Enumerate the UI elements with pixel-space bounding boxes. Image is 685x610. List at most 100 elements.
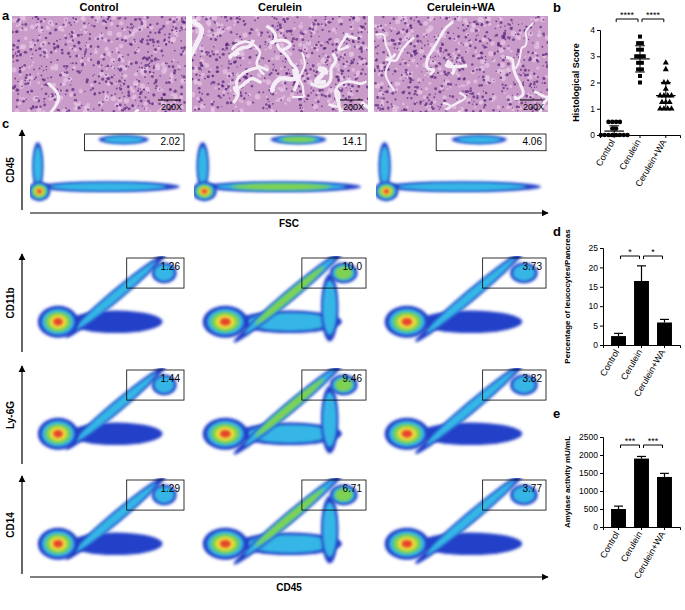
histology-texture bbox=[496, 24, 499, 27]
histology-texture bbox=[271, 25, 274, 28]
histology-texture bbox=[474, 38, 478, 42]
histology-texture bbox=[120, 85, 121, 86]
histology-texture bbox=[330, 98, 332, 100]
histology-texture bbox=[196, 97, 200, 101]
histology-texture bbox=[471, 69, 476, 74]
histology-texture bbox=[307, 98, 309, 100]
histology-texture bbox=[73, 93, 76, 96]
histology-texture bbox=[536, 55, 538, 57]
histology-texture bbox=[61, 49, 64, 52]
histology-texture bbox=[239, 35, 241, 37]
histology-texture bbox=[518, 106, 522, 110]
histology-texture bbox=[352, 40, 355, 43]
histology-texture bbox=[125, 106, 128, 109]
histology-texture bbox=[484, 63, 489, 68]
histology-texture bbox=[284, 66, 286, 68]
histology-texture bbox=[32, 39, 34, 41]
histology-texture bbox=[165, 44, 167, 46]
histology-texture bbox=[130, 23, 132, 25]
histology-texture bbox=[497, 68, 502, 73]
histology-texture bbox=[162, 55, 164, 57]
histology-texture bbox=[292, 67, 293, 68]
histology-texture bbox=[147, 51, 149, 53]
histology-texture bbox=[128, 66, 129, 67]
histology-texture bbox=[42, 78, 44, 80]
histology-texture bbox=[19, 54, 22, 57]
histology-texture bbox=[268, 101, 269, 102]
histology-texture bbox=[177, 19, 180, 22]
histology-texture bbox=[466, 98, 471, 103]
histology-texture bbox=[540, 17, 545, 22]
histology-texture bbox=[310, 23, 315, 28]
histology-texture bbox=[82, 24, 87, 29]
histology-texture bbox=[53, 46, 56, 49]
histology-texture bbox=[139, 18, 141, 20]
histology-texture bbox=[476, 103, 478, 105]
histology-texture bbox=[382, 97, 385, 100]
histology-texture bbox=[168, 81, 171, 84]
histology-texture bbox=[91, 84, 94, 87]
histology-texture bbox=[352, 16, 355, 19]
histology-texture bbox=[230, 101, 233, 104]
histology-texture bbox=[491, 78, 496, 83]
histology-texture bbox=[356, 70, 361, 75]
histology-texture bbox=[161, 97, 163, 99]
histology-texture bbox=[32, 61, 34, 63]
histology-texture bbox=[367, 31, 368, 32]
histology-texture bbox=[81, 17, 86, 22]
histology-texture bbox=[232, 75, 234, 77]
histology-texture bbox=[228, 61, 230, 63]
histology-texture bbox=[137, 71, 138, 72]
histology-texture bbox=[497, 105, 501, 109]
histology-texture bbox=[48, 42, 50, 44]
histology-texture bbox=[317, 100, 320, 103]
histology-texture bbox=[21, 27, 23, 29]
histology-texture bbox=[15, 109, 20, 112]
histology-texture bbox=[46, 66, 48, 68]
histology-texture bbox=[34, 79, 36, 81]
histology-texture bbox=[155, 63, 160, 68]
histology-texture bbox=[127, 94, 130, 97]
histology-texture bbox=[127, 26, 129, 28]
histology-texture bbox=[374, 24, 378, 28]
histology-texture bbox=[53, 43, 56, 46]
histology-texture bbox=[410, 29, 414, 33]
histology-texture bbox=[144, 64, 147, 67]
histology-texture bbox=[216, 22, 219, 25]
histology-texture bbox=[313, 70, 315, 72]
histology-texture bbox=[161, 62, 166, 67]
histology-texture bbox=[39, 48, 42, 51]
histology-texture bbox=[110, 20, 112, 22]
histology-texture bbox=[27, 109, 31, 112]
histology-gap bbox=[21, 83, 59, 112]
histology-texture bbox=[295, 38, 298, 41]
histology-texture bbox=[243, 23, 245, 25]
histology-texture bbox=[41, 88, 43, 90]
histology-texture bbox=[104, 21, 106, 23]
histology-texture bbox=[174, 50, 176, 52]
histology-texture bbox=[57, 46, 60, 49]
histology-texture bbox=[366, 65, 368, 68]
histology-texture bbox=[29, 90, 33, 94]
histology-texture bbox=[31, 57, 33, 59]
histology-texture bbox=[205, 51, 208, 54]
histology-texture bbox=[139, 29, 142, 32]
histology-texture bbox=[283, 85, 285, 87]
histology-texture bbox=[325, 61, 327, 63]
histology-texture bbox=[283, 35, 285, 37]
histology-texture bbox=[85, 81, 88, 84]
histology-texture bbox=[258, 91, 260, 93]
histology-texture bbox=[134, 51, 137, 54]
histology-texture bbox=[168, 65, 171, 68]
histology-texture bbox=[303, 46, 308, 51]
histology-texture bbox=[316, 109, 317, 110]
histology-texture bbox=[26, 91, 29, 94]
histology-texture bbox=[123, 35, 127, 39]
histology-texture bbox=[472, 104, 473, 105]
histology-texture bbox=[16, 59, 19, 62]
histology-texture bbox=[64, 72, 66, 74]
histology-texture bbox=[46, 55, 49, 58]
histology-texture bbox=[486, 39, 489, 42]
histology-texture bbox=[112, 110, 115, 112]
histology-texture bbox=[119, 87, 122, 90]
